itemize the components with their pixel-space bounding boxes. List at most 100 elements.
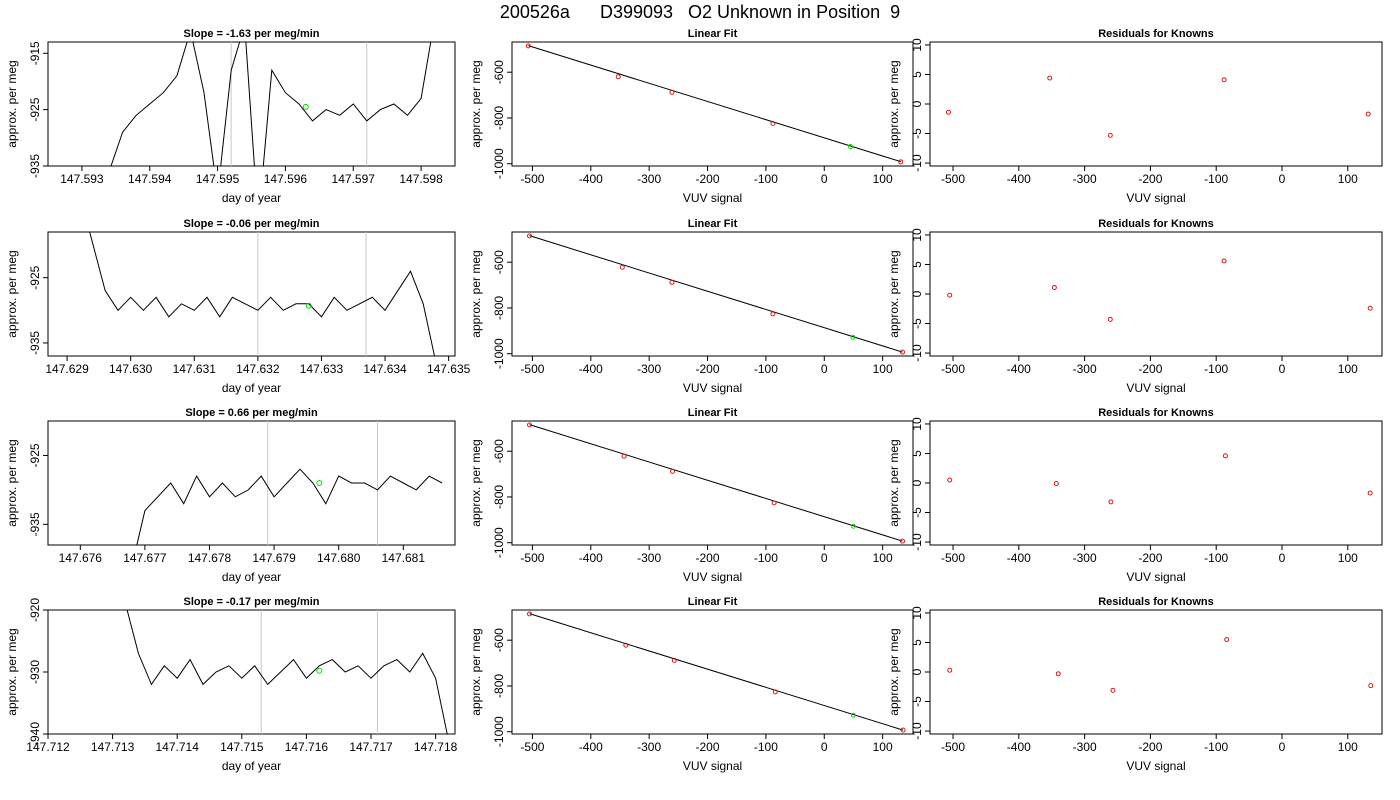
panel-title: Linear Fit [688, 28, 738, 40]
y-tick-label: 5 [910, 261, 924, 268]
y-tick-label: 5 [910, 639, 924, 646]
page-title: 200526a D399093 O2 Unknown in Position 9 [499, 2, 901, 22]
known-point [669, 279, 675, 285]
x-tick-label: -100 [1204, 172, 1228, 186]
x-tick-label: -300 [1073, 172, 1097, 186]
y-axis-label: approx. per meg [887, 250, 901, 337]
fit-line [529, 424, 903, 542]
y-tick-label: -600 [492, 628, 506, 652]
known-point [621, 453, 627, 459]
x-tick-label: -300 [637, 551, 661, 565]
x-tick-label: 147.633 [300, 362, 344, 376]
plot-area [525, 43, 904, 165]
residual-point [1047, 75, 1053, 81]
plot-area [110, 42, 432, 166]
x-axis-label: VUV signal [683, 570, 742, 584]
plot-frame [47, 609, 456, 735]
panel-title: Slope = 0.66 per meg/min [185, 407, 318, 419]
y-tick-label: -5 [910, 696, 924, 707]
x-tick-label: 147.718 [414, 740, 458, 754]
plot-area [527, 233, 905, 355]
residual-point [1110, 687, 1116, 693]
x-tick-label: 147.596 [264, 172, 308, 186]
x-tick-label: 100 [873, 551, 893, 565]
y-axis-label: approx. per meg [5, 439, 19, 526]
residual-point [1221, 258, 1227, 264]
x-axis-label: day of year [222, 381, 281, 395]
x-tick-label: -500 [941, 172, 965, 186]
panel-3: Residuals for Knowns-500 -400 -300 -200 -100… [887, 28, 1383, 205]
plot-area [126, 610, 448, 734]
unknown-point [850, 712, 856, 718]
plot-frame [47, 420, 456, 546]
x-tick-label: -100 [1204, 362, 1228, 376]
panel-title: Residuals for Knowns [1098, 218, 1214, 230]
known-point [900, 538, 905, 544]
plot-area [136, 421, 443, 545]
y-tick-label: -935 [28, 512, 42, 536]
x-axis-label: day of year [222, 191, 281, 205]
residual-point [1053, 481, 1059, 487]
x-tick-label: -400 [1007, 362, 1031, 376]
known-point [900, 727, 906, 733]
residual-point [947, 667, 953, 673]
panel-title: Slope = -0.06 per meg/min [183, 218, 319, 230]
panel-5: Linear Fit-500 -400 -300 -200 -100 0 100-1000-… [469, 218, 914, 395]
known-point [525, 43, 531, 49]
y-tick-label: -10 [910, 154, 924, 172]
y-tick-label: -10 [910, 533, 924, 551]
x-axis-label: VUV signal [683, 759, 742, 773]
unknown-point [316, 480, 323, 486]
x-tick-label: -300 [637, 172, 661, 186]
x-tick-label: -300 [637, 740, 661, 754]
known-point [527, 611, 532, 617]
y-tick-label: -935 [28, 154, 42, 178]
residual-point [1108, 499, 1114, 505]
x-tick-label: -100 [754, 362, 778, 376]
residual-point [1365, 111, 1371, 117]
y-tick-label: -600 [492, 439, 506, 463]
residual-point [1221, 77, 1227, 83]
y-tick-label: -925 [28, 97, 42, 121]
x-tick-label: 147.635 [427, 362, 471, 376]
unknown-point [850, 334, 856, 340]
known-point [623, 642, 629, 648]
x-tick-label: 147.679 [252, 551, 296, 565]
known-point [527, 233, 532, 239]
x-tick-label: 147.714 [156, 740, 200, 754]
x-tick-label: 100 [1338, 362, 1358, 376]
y-tick-label: -1000 [492, 338, 506, 369]
y-tick-label: -5 [910, 318, 924, 329]
x-axis-label: VUV signal [1126, 191, 1185, 205]
y-tick-label: 0 [910, 668, 924, 675]
y-tick-label: -600 [492, 60, 506, 84]
known-point [900, 349, 905, 355]
y-tick-label: -5 [910, 507, 924, 518]
plot-area [89, 232, 436, 356]
x-tick-label: 147.676 [59, 551, 103, 565]
residual-point [1107, 316, 1113, 322]
plot-area [947, 258, 1373, 322]
x-tick-label: 0 [1279, 740, 1286, 754]
panel-6: Residuals for Knowns-500 -400 -300 -200 -100… [887, 218, 1383, 395]
x-tick-label: 100 [873, 740, 893, 754]
y-tick-label: 10 [910, 38, 924, 52]
y-tick-label: -10 [910, 722, 924, 740]
x-tick-label: 0 [821, 172, 828, 186]
unknown-point [302, 103, 309, 110]
x-tick-label: -500 [941, 551, 965, 565]
x-tick-label: -400 [1007, 740, 1031, 754]
x-tick-label: -500 [520, 362, 544, 376]
x-axis-label: VUV signal [1126, 759, 1185, 773]
panel-10: Slope = -0.17 per meg/min 147.712 147.713 1… [5, 596, 458, 773]
x-tick-label: 147.681 [382, 551, 426, 565]
y-axis-label: approx. per meg [469, 60, 483, 147]
y-tick-label: 10 [910, 606, 924, 620]
y-tick-label: -1000 [492, 148, 506, 179]
series-line [89, 232, 436, 356]
residual-point [945, 109, 951, 115]
panel-7: Slope = 0.66 per meg/min 147.676 147.677 14… [5, 407, 456, 584]
residual-point [1367, 305, 1373, 311]
y-tick-label: -800 [492, 674, 506, 698]
x-tick-label: 147.634 [363, 362, 407, 376]
